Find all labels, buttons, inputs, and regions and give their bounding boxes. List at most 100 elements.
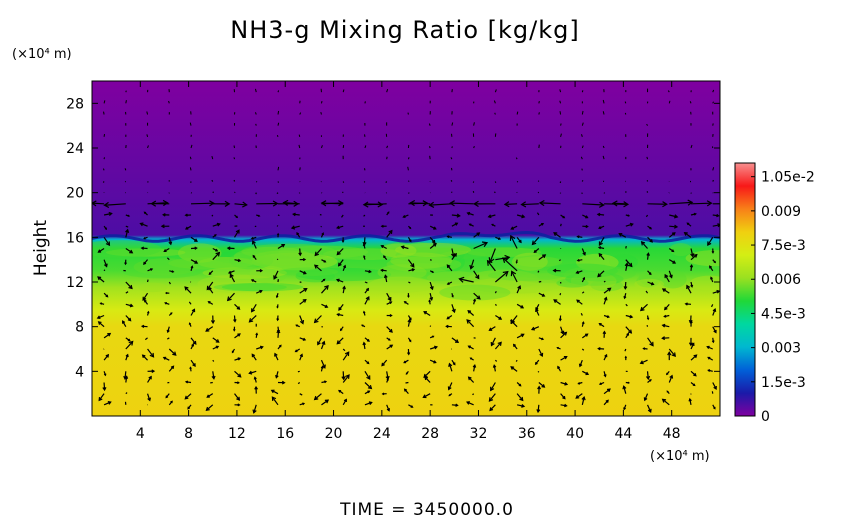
wind-arrow	[560, 356, 567, 361]
wind-arrow-head	[433, 345, 438, 350]
field-patch	[468, 269, 539, 290]
field-patch	[323, 248, 409, 261]
wind-arrow-head	[671, 352, 676, 358]
wind-arrow-head	[576, 299, 580, 303]
wind-arrow	[211, 214, 214, 217]
wind-arrow-head	[673, 214, 679, 219]
wind-arrow-head	[446, 235, 450, 239]
wind-arrow-head	[129, 249, 134, 254]
wind-arrow-head	[472, 364, 477, 368]
wind-arrow-head	[317, 341, 321, 346]
wind-arrow-head	[150, 200, 157, 207]
wind-arrow-head	[433, 226, 437, 230]
wind-arrow	[712, 224, 720, 227]
wind-arrow	[712, 101, 714, 104]
wind-arrow	[603, 388, 611, 395]
wind-arrow	[125, 281, 133, 289]
wind-arrow-head	[215, 251, 221, 257]
wind-arrow	[686, 285, 692, 294]
wind-arrow	[321, 399, 329, 406]
wind-arrow-head	[322, 278, 326, 282]
wind-arrow	[515, 359, 518, 362]
wind-arrow	[125, 247, 133, 254]
wind-arrow	[103, 111, 105, 115]
wind-arrow-head	[639, 306, 645, 312]
wind-arrow	[669, 214, 678, 218]
wind-arrow-head	[646, 252, 650, 256]
wind-arrow-head	[233, 328, 236, 332]
wind-arrow-head	[343, 398, 347, 402]
wind-arrow	[364, 371, 371, 380]
wind-arrow-head	[597, 273, 602, 278]
wind-arrow-head	[693, 354, 698, 359]
wind-arrow	[539, 202, 561, 205]
wind-arrow-head	[560, 330, 565, 335]
field-patch	[409, 265, 471, 282]
wind-arrow-head	[581, 395, 586, 401]
field-patch	[168, 256, 263, 270]
wind-arrow-head	[671, 249, 675, 253]
wind-arrow-head	[488, 257, 495, 264]
wind-arrow-head	[194, 260, 199, 264]
wind-arrow-head	[122, 320, 126, 324]
wind-arrow	[342, 348, 346, 352]
wind-arrow	[407, 319, 411, 327]
wind-arrow	[125, 100, 127, 104]
wind-arrow-head	[142, 296, 147, 301]
colorbar-label: 0.009	[761, 204, 801, 220]
wind-arrow-head	[707, 241, 712, 247]
wind-arrow-head	[107, 401, 112, 405]
wind-arrow-head	[164, 291, 168, 295]
wind-arrow	[336, 337, 344, 345]
field-patch	[590, 279, 624, 292]
field-patch	[634, 278, 665, 290]
x-tick-label: 8	[184, 426, 193, 442]
wind-arrow-head	[209, 200, 215, 207]
wind-arrow-head	[252, 254, 256, 258]
wind-arrow-head	[184, 286, 189, 291]
wind-arrow-head	[236, 396, 241, 401]
wind-arrow-head	[273, 275, 278, 280]
wind-arrow	[142, 354, 148, 361]
wind-arrow	[646, 404, 652, 413]
wind-arrow-head	[517, 285, 522, 290]
wind-arrow	[125, 291, 129, 294]
wind-arrow	[190, 236, 198, 242]
wind-arrow	[408, 281, 411, 284]
wind-arrow-head	[388, 229, 393, 235]
wind-arrow-head	[216, 222, 221, 227]
wind-arrow	[386, 292, 392, 301]
time-label: TIME = 3450000.0	[339, 500, 514, 519]
wind-arrow-head	[338, 307, 342, 311]
wind-arrow	[206, 281, 214, 290]
wind-arrow-head	[407, 352, 411, 356]
wind-arrow-head	[611, 200, 618, 207]
wind-arrow	[271, 396, 279, 406]
wind-arrow-head	[303, 288, 308, 292]
wind-arrow	[146, 134, 149, 137]
wind-arrow-head	[487, 214, 492, 219]
colorbar-label: 4.5e-3	[761, 306, 806, 322]
wind-arrow	[423, 311, 431, 317]
wind-arrow-head	[276, 232, 280, 236]
wind-arrow	[598, 237, 605, 246]
wind-arrow	[428, 123, 431, 126]
wind-arrow-head	[629, 222, 634, 227]
field-patch	[380, 241, 438, 259]
wind-arrow-head	[602, 330, 607, 335]
wind-arrow-head	[520, 201, 527, 208]
x-tick-label: 16	[276, 426, 294, 442]
wind-arrow	[495, 256, 510, 261]
wind-arrow	[125, 315, 132, 322]
wind-arrow-head	[337, 262, 342, 267]
wind-arrow	[190, 337, 197, 345]
wind-arrow-head	[449, 200, 455, 207]
wind-arrow-head	[368, 269, 372, 274]
wind-arrow	[206, 404, 214, 411]
wind-arrow-head	[467, 376, 472, 381]
wind-arrow	[103, 259, 108, 267]
wind-arrow-head	[649, 379, 652, 382]
wind-arrow-head	[716, 213, 720, 218]
wind-arrow-head	[251, 240, 256, 245]
wind-arrow-head	[688, 397, 692, 402]
